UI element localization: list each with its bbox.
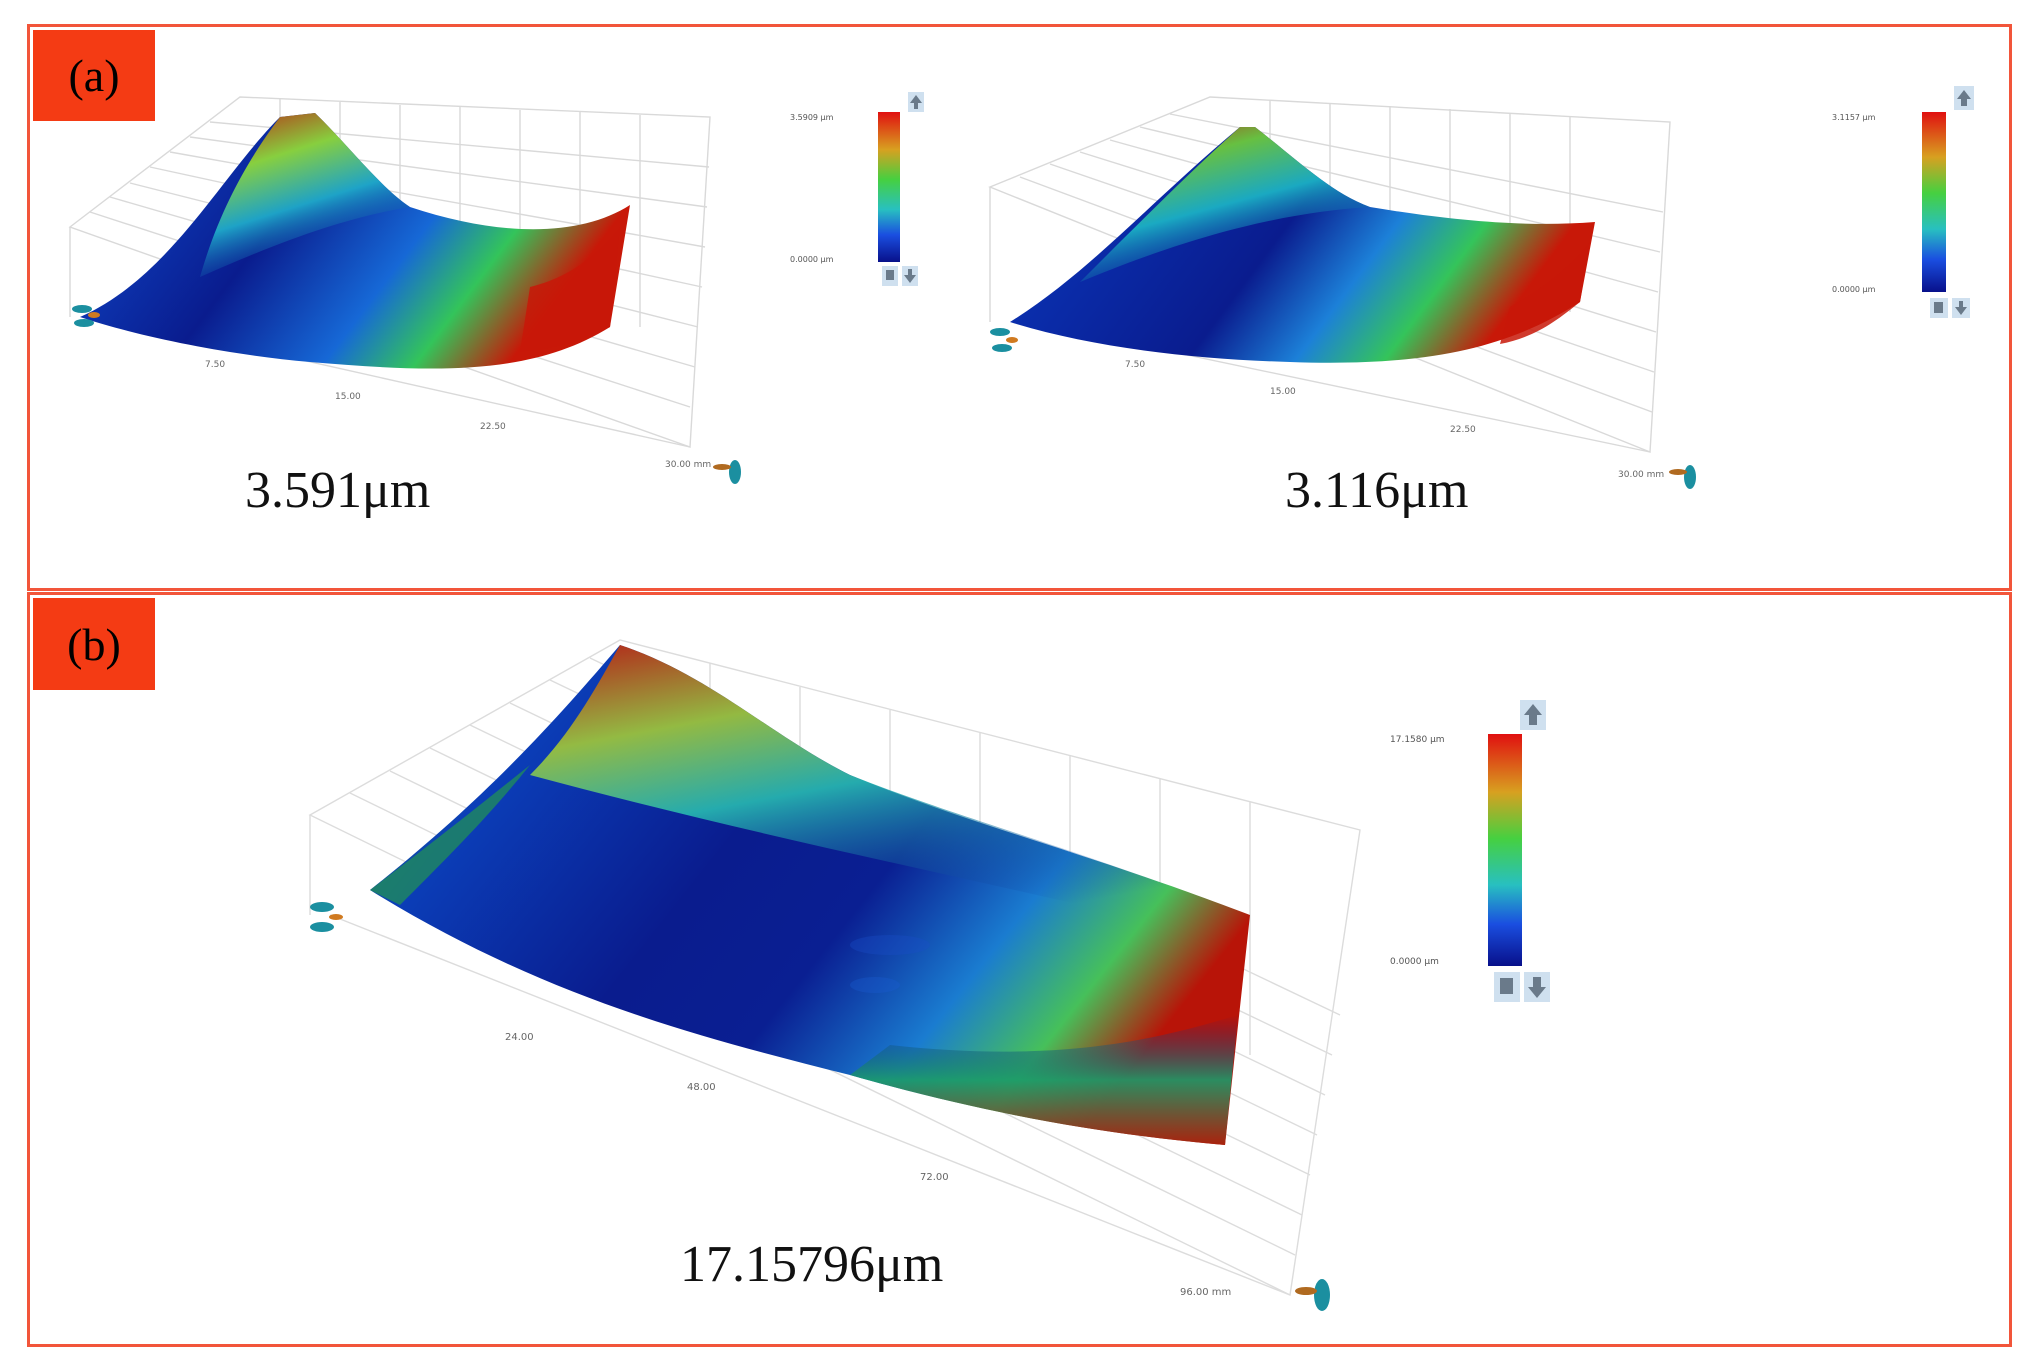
colorbar-max-label: 3.1157 μm bbox=[1832, 113, 1876, 122]
axis-triad-icon bbox=[713, 460, 741, 484]
axis-triad-icon bbox=[1669, 465, 1696, 489]
surface-mesh bbox=[80, 113, 630, 369]
arrow-down-icon[interactable] bbox=[1952, 298, 1970, 318]
axis-tick: 72.00 bbox=[920, 1172, 949, 1183]
colorbar-min-label: 0.0000 μm bbox=[1390, 957, 1439, 967]
colorbar-max-label: 17.1580 μm bbox=[1390, 735, 1445, 745]
arrow-down-icon[interactable] bbox=[902, 266, 918, 286]
panel-label: (b) bbox=[33, 598, 155, 690]
surface-plot: 24.00 48.00 72.00 96.00 mm bbox=[308, 639, 1361, 1311]
axis-triad-icon bbox=[1295, 1279, 1330, 1311]
value-caption: 3.591μm bbox=[245, 462, 431, 519]
arrow-up-icon[interactable] bbox=[1520, 700, 1546, 730]
axis-tick: 22.50 bbox=[480, 422, 506, 432]
axis-tick: 7.50 bbox=[205, 360, 225, 370]
surface-plot: 7.50 15.00 22.50 30.00 mm bbox=[988, 96, 1696, 489]
axis-triad-icon bbox=[310, 902, 343, 932]
colorbar-min-label: 0.0000 μm bbox=[1832, 285, 1876, 294]
value-caption: 17.15796μm bbox=[680, 1236, 944, 1293]
color-scale-bar: 17.1580 μm 0.0000 μm bbox=[1390, 700, 1550, 1002]
axis-tick: 15.00 bbox=[335, 392, 361, 402]
expand-icon[interactable] bbox=[882, 266, 898, 286]
surface-mesh bbox=[1010, 127, 1595, 363]
axis-triad-icon bbox=[72, 305, 100, 327]
axis-tick: 48.00 bbox=[687, 1082, 716, 1093]
color-scale-bar: 3.1157 μm 0.0000 μm bbox=[1832, 86, 1974, 318]
panel-b: (b) bbox=[27, 592, 2012, 1347]
axis-tick: 7.50 bbox=[1125, 360, 1145, 370]
axis-triad-icon bbox=[990, 328, 1018, 352]
axis-tick: 24.00 bbox=[505, 1032, 534, 1043]
color-scale-bar: 3.5909 μm 0.0000 μm bbox=[790, 92, 924, 286]
arrow-up-icon[interactable] bbox=[1954, 86, 1974, 110]
surface-plot: 7.50 15.00 22.50 30.00 mm bbox=[68, 96, 741, 484]
panel-a: (a) bbox=[27, 24, 2012, 591]
arrow-up-icon[interactable] bbox=[908, 92, 924, 112]
value-caption: 3.116μm bbox=[1285, 462, 1469, 519]
axis-tick: 96.00 mm bbox=[1180, 1287, 1231, 1298]
expand-icon[interactable] bbox=[1930, 298, 1948, 318]
panel-label: (a) bbox=[33, 30, 155, 121]
colorbar-min-label: 0.0000 μm bbox=[790, 255, 834, 264]
axis-tick: 22.50 bbox=[1450, 425, 1476, 435]
arrow-down-icon[interactable] bbox=[1524, 972, 1550, 1002]
axis-tick: 15.00 bbox=[1270, 387, 1296, 397]
expand-icon[interactable] bbox=[1494, 972, 1520, 1002]
axis-tick: 30.00 mm bbox=[665, 460, 711, 470]
colorbar-max-label: 3.5909 μm bbox=[790, 113, 834, 122]
axis-tick: 30.00 mm bbox=[1618, 470, 1664, 480]
